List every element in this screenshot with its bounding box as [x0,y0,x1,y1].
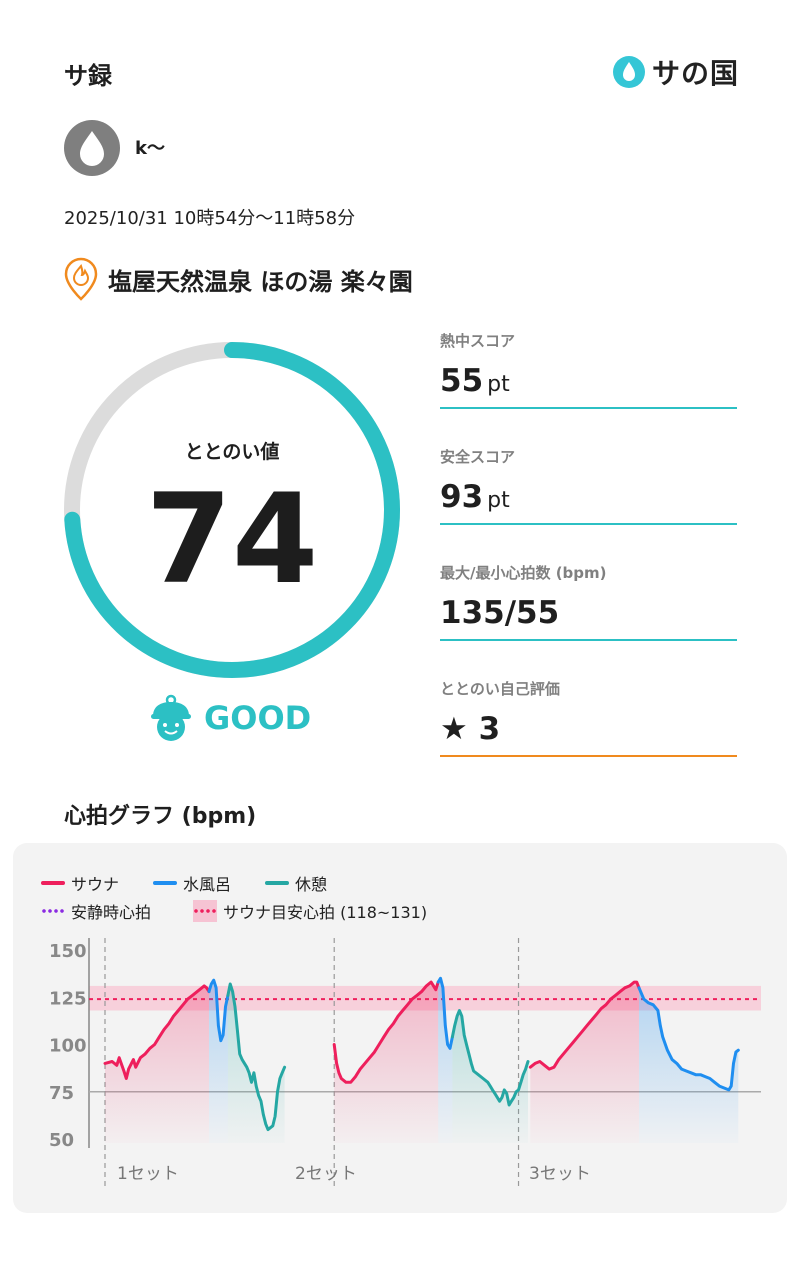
brand-logo: サの国 [612,52,739,92]
legend-cold: 水風呂 [153,871,231,895]
legend-swatch [41,909,65,913]
brand-logo-text: サの国 [652,57,740,90]
status-indicator: GOOD [148,694,311,742]
metric-self-rating: ととのい自己評価 ★ 3 [440,678,737,757]
set-label-1: 1セット [117,1164,179,1184]
metric-label: ととのい自己評価 [440,680,560,698]
metric-divider [440,407,737,409]
y-tick-label: 75 [49,1083,74,1104]
metric-divider [440,639,737,641]
metric-value: 135/55 [440,595,560,631]
y-tick-label: 150 [49,941,87,962]
series-line [450,1009,530,1107]
chart-canvas: 50 75 100 125 150 [49,938,761,1188]
legend-label: 休憩 [295,875,328,894]
legend-target: サウナ目安心拍 (118~131) [193,899,427,923]
series-area [209,980,228,1143]
y-tick-label: 100 [49,1036,87,1057]
facility-name[interactable]: 塩屋天然温泉 ほの湯 楽々園 [108,267,413,296]
user-name[interactable]: k〜 [135,138,165,159]
legend-label: サウナ目安心拍 (118~131) [223,903,428,922]
series-line [226,982,287,1132]
gauge-progress-arc [64,342,400,678]
metric-divider [440,523,737,525]
y-tick-label: 125 [49,988,87,1009]
drop-icon [80,131,104,166]
session-datetime: 2025/10/31 10時54分〜11時58分 [64,208,356,229]
series-area [334,982,439,1143]
legend-label: サウナ [71,875,120,894]
legend-swatch [193,900,217,922]
legend-resting: 安静時心拍 [41,899,151,923]
legend-swatch [153,881,177,885]
legend-label: 安静時心拍 [71,903,152,922]
score-label: ととのい値 [184,441,280,463]
graph-title: 心拍グラフ (bpm) [64,804,257,829]
page-title: サ録 [64,62,112,90]
metric-value: 55 [440,363,484,399]
metric-label: 安全スコア [440,448,516,466]
metric-value: ★ 3 [440,711,501,747]
series-area [530,982,639,1143]
metric-unit: pt [487,488,510,513]
series-area [105,985,209,1143]
series-line [332,980,440,1084]
legend-swatch [41,881,65,885]
series-line [637,986,740,1092]
series-line [528,980,641,1071]
totonoi-gauge [64,342,400,678]
mascot-icon [151,694,191,741]
metric-value: 93 [440,479,484,515]
y-tick-label: 50 [49,1130,74,1151]
set-label-3: 3セット [529,1164,591,1184]
facility-link[interactable]: 塩屋天然温泉 ほの湯 楽々園 [64,257,413,301]
avatar[interactable] [64,120,120,176]
status-label: GOOD [204,699,312,737]
legend-sauna: サウナ [41,871,119,895]
metric-safety-score: 安全スコア 93 pt [440,446,737,525]
drop-logo-icon [613,56,645,88]
series-line [103,984,211,1080]
legend-rest: 休憩 [265,871,327,895]
series-line [207,978,230,1043]
set-label-2: 2セット [295,1164,357,1184]
legend-label: 水風呂 [183,875,232,894]
heart-rate-graph: サウナ 水風呂 休憩 安静時心拍 サウナ目安心拍 (118~131) [13,843,787,1213]
metric-label: 最大/最小心拍数 (bpm) [440,564,607,582]
score-value: 74 [145,468,319,612]
series-area [438,978,453,1143]
metric-label: 熱中スコア [440,332,516,350]
metric-heat-score: 熱中スコア 55 pt [440,330,737,409]
metric-divider [440,755,737,757]
metric-unit: pt [487,372,510,397]
series-line [436,976,454,1050]
legend-swatch [265,881,289,885]
sauna-pin-icon [64,257,98,301]
series-area [639,987,739,1143]
series-area [452,1010,528,1143]
series-area [227,984,285,1143]
metric-heart-rate: 最大/最小心拍数 (bpm) 135/55 [440,562,737,641]
